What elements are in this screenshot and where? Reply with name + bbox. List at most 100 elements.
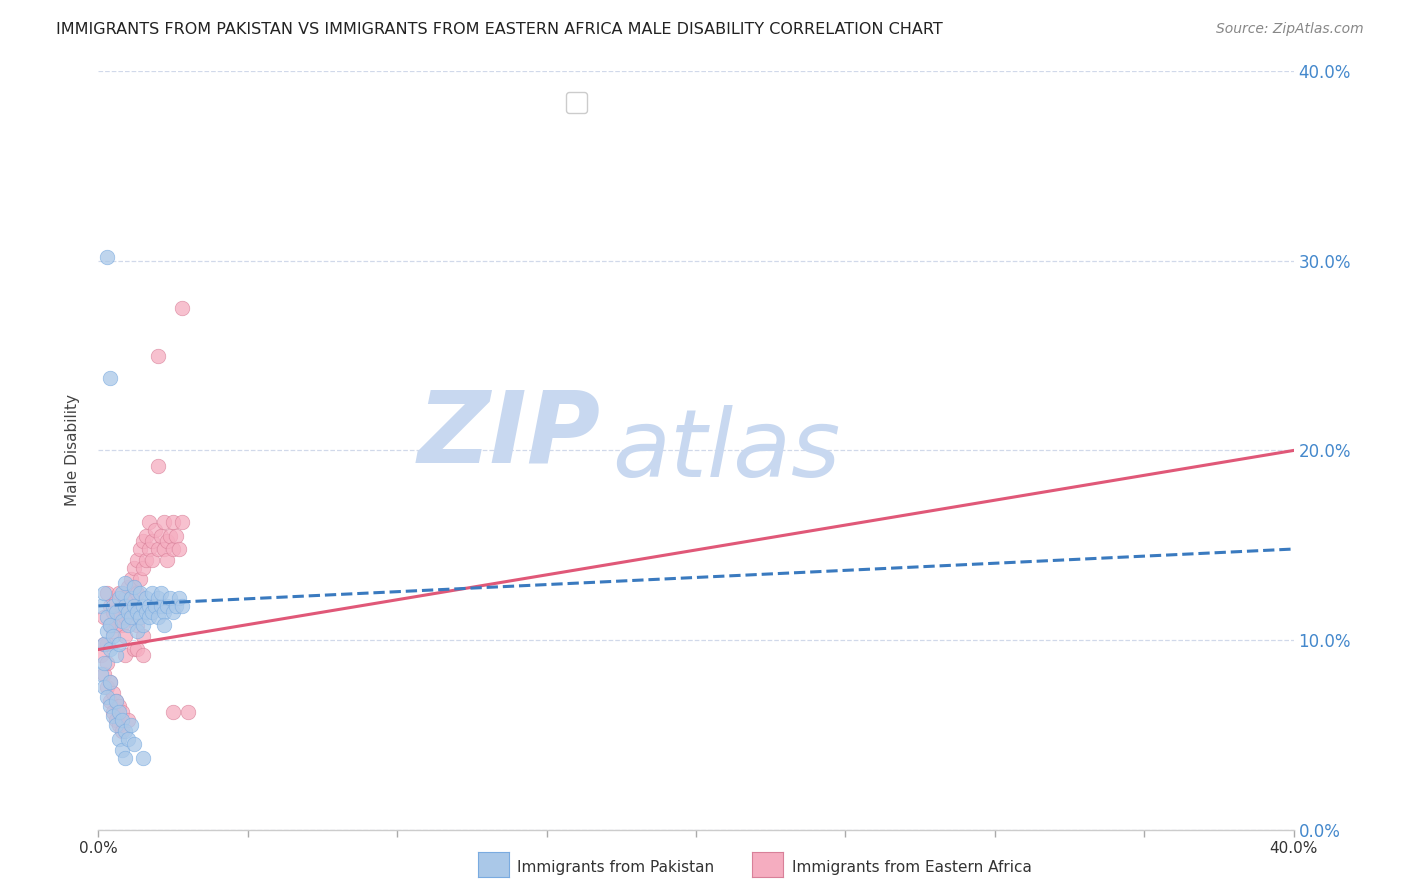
Point [143, 599, 166, 613]
Point [98, 599, 122, 613]
Point [167, 542, 190, 557]
Point [93, 610, 115, 624]
Point [117, 731, 139, 746]
Point [148, 458, 170, 473]
Point [148, 542, 170, 557]
Point [103, 629, 125, 643]
Point [98, 694, 122, 708]
Point [90, 648, 112, 662]
Point [138, 610, 160, 624]
Point [98, 674, 122, 689]
Point [138, 542, 160, 557]
Point [108, 705, 131, 719]
Point [105, 718, 128, 732]
Point [111, 705, 134, 719]
Point [98, 618, 122, 632]
Point [105, 713, 128, 727]
Point [148, 610, 170, 624]
Point [162, 516, 184, 530]
Point [108, 718, 131, 732]
Point [172, 599, 194, 613]
Text: Immigrants from Eastern Africa: Immigrants from Eastern Africa [792, 861, 1032, 875]
Point [124, 599, 146, 613]
Point [96, 656, 118, 670]
Text: IMMIGRANTS FROM PAKISTAN VS IMMIGRANTS FROM EASTERN AFRICA MALE DISABILITY CORRE: IMMIGRANTS FROM PAKISTAN VS IMMIGRANTS F… [56, 22, 943, 37]
Point [120, 573, 142, 587]
Point [153, 516, 176, 530]
Point [103, 686, 125, 700]
Point [105, 648, 128, 662]
Point [108, 699, 131, 714]
Point [167, 591, 190, 606]
Point [138, 599, 160, 613]
Point [124, 580, 146, 594]
Point [114, 576, 136, 591]
Point [90, 667, 112, 681]
Point [120, 718, 142, 732]
Point [90, 599, 112, 613]
Point [114, 629, 136, 643]
Point [150, 529, 173, 543]
Point [132, 648, 155, 662]
Point [108, 585, 131, 599]
Point [111, 614, 134, 628]
Point [114, 610, 136, 624]
Point [105, 618, 128, 632]
Point [111, 713, 134, 727]
Point [114, 750, 136, 764]
Point [162, 605, 184, 619]
Point [124, 642, 146, 657]
Point [114, 724, 136, 739]
Point [132, 618, 155, 632]
Point [96, 690, 118, 704]
Point [108, 637, 131, 651]
Point [103, 599, 125, 613]
Point [117, 599, 139, 613]
Point [132, 750, 155, 764]
Point [132, 561, 155, 575]
Point [111, 599, 134, 613]
Point [135, 591, 157, 606]
Point [141, 553, 163, 567]
Point [156, 599, 179, 613]
Point [111, 618, 134, 632]
Point [127, 618, 149, 632]
Point [93, 637, 115, 651]
Point [165, 599, 187, 613]
Point [98, 642, 122, 657]
Point [117, 605, 139, 619]
Point [127, 605, 149, 619]
Point [129, 585, 152, 599]
Point [98, 674, 122, 689]
Point [141, 585, 163, 599]
Point [135, 529, 157, 543]
Point [114, 599, 136, 613]
Text: ZIP: ZIP [418, 387, 600, 483]
Point [150, 585, 173, 599]
Point [159, 529, 181, 543]
Point [138, 516, 160, 530]
Point [127, 585, 149, 599]
Point [111, 743, 134, 757]
Point [105, 694, 128, 708]
Legend:  [565, 92, 588, 113]
Y-axis label: Male Disability: Male Disability [65, 394, 80, 507]
Point [93, 585, 115, 599]
Point [96, 624, 118, 638]
Point [93, 667, 115, 681]
Point [124, 561, 146, 575]
Point [111, 724, 134, 739]
Point [103, 705, 125, 719]
Point [93, 656, 115, 670]
Point [105, 694, 128, 708]
Point [153, 618, 176, 632]
Point [141, 534, 163, 549]
Point [98, 371, 122, 385]
Point [108, 610, 131, 624]
Point [96, 681, 118, 695]
Point [172, 301, 194, 316]
Point [162, 705, 184, 719]
Point [150, 599, 173, 613]
Point [159, 591, 181, 606]
Point [120, 591, 142, 606]
